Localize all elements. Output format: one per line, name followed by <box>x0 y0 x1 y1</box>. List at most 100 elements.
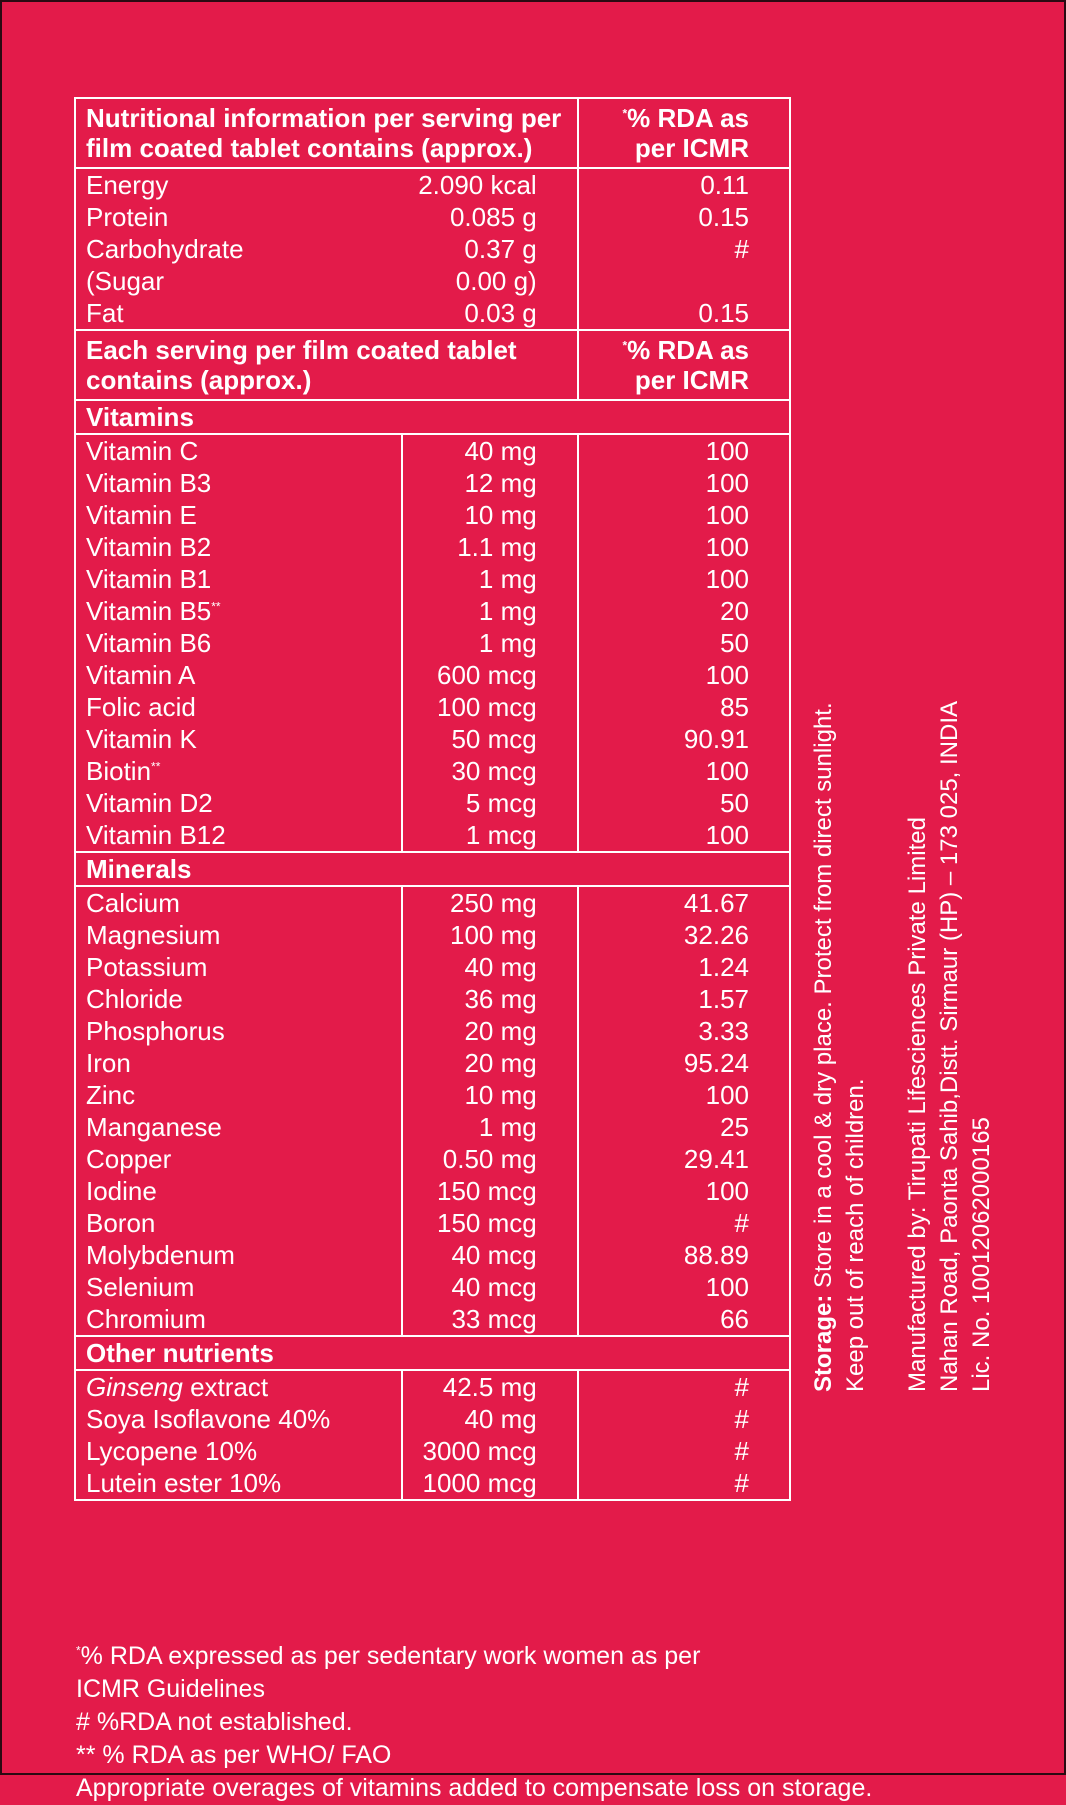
nutrient-quantity: 1 mcg <box>402 819 579 853</box>
nutrient-rda: 100 <box>577 499 792 531</box>
nutrient-rda: 29.41 <box>577 1143 792 1175</box>
nutrient-name: Vitamin K <box>73 723 404 755</box>
nutrient-rda: 88.89 <box>577 1239 792 1271</box>
table-row: Vitamin A 600 mcg 100 <box>73 659 792 691</box>
nutrient-name: Chromium <box>73 1303 404 1337</box>
table-row: Lutein ester 10% 1000 mcg # <box>73 1467 792 1501</box>
nutrient-quantity: 40 mg <box>402 434 579 467</box>
nutrient-name: Vitamin B3 <box>73 467 404 499</box>
nutrient-name: (Sugar <box>73 265 403 297</box>
table-row: Energy 2.090 kcal 0.11 <box>73 168 792 201</box>
nutrient-quantity: 30 mcg <box>402 755 579 787</box>
table-row: Potassium 40 mg 1.24 <box>73 951 792 983</box>
nutrient-rda: 100 <box>577 659 792 691</box>
nutrient-name: Vitamin B1 <box>73 563 404 595</box>
nutrient-rda: # <box>577 1207 792 1239</box>
nutrient-name: Zinc <box>73 1079 404 1111</box>
nutrient-rda: 100 <box>577 434 792 467</box>
table-row: Carbohydrate 0.37 g # <box>73 233 792 265</box>
nutrient-name: Folic acid <box>73 691 404 723</box>
nutrient-quantity: 1.1 mg <box>402 531 579 563</box>
table-row: Vitamin C 40 mg 100 <box>73 434 792 467</box>
nutrient-name: Phosphorus <box>73 1015 404 1047</box>
nutrient-name: Vitamin C <box>73 434 404 467</box>
nutrient-name: Iodine <box>73 1175 404 1207</box>
nutrient-rda: 1.57 <box>577 983 792 1015</box>
table-row: Calcium 250 mg 41.67 <box>73 886 792 919</box>
table-row: Boron 150 mcg # <box>73 1207 792 1239</box>
nutrient-quantity: 0.50 mg <box>402 1143 579 1175</box>
nutrient-rda: 50 <box>577 627 792 659</box>
nutrient-quantity: 0.03 g <box>402 297 579 331</box>
table-row: Selenium 40 mcg 100 <box>73 1271 792 1303</box>
table-row: (Sugar 0.00 g) <box>73 265 792 297</box>
nutrient-rda: 0.15 <box>577 297 792 331</box>
footnote-not-established: # %RDA not established. <box>76 1708 353 1736</box>
nutrient-quantity: 40 mcg <box>402 1239 579 1271</box>
nutrient-quantity: 150 mcg <box>402 1175 579 1207</box>
nutrient-quantity: 12 mg <box>402 467 579 499</box>
nutrient-quantity: 1 mg <box>402 627 579 659</box>
table-row: Magnesium 100 mg 32.26 <box>73 919 792 951</box>
nutrient-name: Vitamin B12 <box>73 819 404 853</box>
nutrient-quantity: 1 mg <box>402 563 579 595</box>
nutrient-rda: 100 <box>577 819 792 853</box>
header-each-serving: Each serving per film coated tablet cont… <box>74 329 579 401</box>
footnotes: *% RDA expressed as per sedentary work w… <box>76 1640 996 1805</box>
table-row: Protein 0.085 g 0.15 <box>73 201 792 233</box>
nutrient-quantity: 20 mg <box>402 1015 579 1047</box>
nutrient-rda: 100 <box>577 1079 792 1111</box>
nutrient-quantity: 40 mg <box>402 951 579 983</box>
nutrient-quantity: 33 mcg <box>402 1303 579 1337</box>
table-row: Molybdenum 40 mcg 88.89 <box>73 1239 792 1271</box>
nutrient-name: Biotin** <box>73 755 404 787</box>
other-nutrients-section: Ginseng extract 42.5 mg # Soya Isoflavone 4… <box>73 1370 792 1501</box>
nutrient-rda: 20 <box>577 595 792 627</box>
nutrient-name: Energy <box>73 168 403 201</box>
nutrient-rda: 100 <box>577 755 792 787</box>
table-row: Vitamin B3 12 mg 100 <box>73 467 792 499</box>
footnote-icmr: ICMR Guidelines <box>76 1675 265 1703</box>
header-rda-2: *% RDA as per ICMR <box>576 329 792 401</box>
manufacturer-info: Manufactured by: Tirupati Lifesciences P… <box>904 700 995 1392</box>
nutrient-name: Carbohydrate <box>73 233 403 265</box>
nutrient-quantity: 1 mg <box>402 595 579 627</box>
storage-instructions: Storage: Store in a cool & dry place. Pr… <box>810 702 869 1392</box>
nutrient-rda: 0.11 <box>577 168 792 201</box>
table-header-1: Nutritional information per serving per … <box>74 97 792 169</box>
nutrient-name: Fat <box>73 297 403 331</box>
nutrient-quantity: 250 mg <box>402 886 579 919</box>
nutrient-quantity: 10 mg <box>402 1079 579 1111</box>
nutrient-quantity: 5 mcg <box>402 787 579 819</box>
nutrient-quantity: 36 mg <box>402 983 579 1015</box>
other-nutrients-heading: Other nutrients <box>74 1335 791 1371</box>
nutrient-rda: 95.24 <box>577 1047 792 1079</box>
nutrient-quantity: 100 mcg <box>402 691 579 723</box>
nutrient-rda: 1.24 <box>577 951 792 983</box>
nutrient-rda: 100 <box>577 563 792 595</box>
nutrient-rda: 25 <box>577 1111 792 1143</box>
nutrient-rda: # <box>577 1435 792 1467</box>
nutrient-rda <box>577 265 792 297</box>
nutrient-quantity: 20 mg <box>402 1047 579 1079</box>
table-row: Iodine 150 mcg 100 <box>73 1175 792 1207</box>
nutrient-name: Calcium <box>73 886 404 919</box>
nutrient-name: Boron <box>73 1207 404 1239</box>
table-row: Vitamin K 50 mcg 90.91 <box>73 723 792 755</box>
nutrient-quantity: 100 mg <box>402 919 579 951</box>
nutrient-name: Chloride <box>73 983 404 1015</box>
header-nutritional-info: Nutritional information per serving per … <box>74 97 579 169</box>
nutrient-name: Copper <box>73 1143 404 1175</box>
table-row: Biotin** 30 mcg 100 <box>73 755 792 787</box>
table-row: Soya Isoflavone 40% 40 mg # <box>73 1403 792 1435</box>
nutrient-rda: 100 <box>577 467 792 499</box>
nutrient-name: Lutein ester 10% <box>73 1467 404 1501</box>
table-row: Copper 0.50 mg 29.41 <box>73 1143 792 1175</box>
nutrient-name: Selenium <box>73 1271 404 1303</box>
nutrient-rda: 0.15 <box>577 201 792 233</box>
nutrient-name: Lycopene 10% <box>73 1435 404 1467</box>
table-row: Manganese 1 mg 25 <box>73 1111 792 1143</box>
vitamins-heading: Vitamins <box>74 399 791 435</box>
nutrient-rda: 32.26 <box>577 919 792 951</box>
